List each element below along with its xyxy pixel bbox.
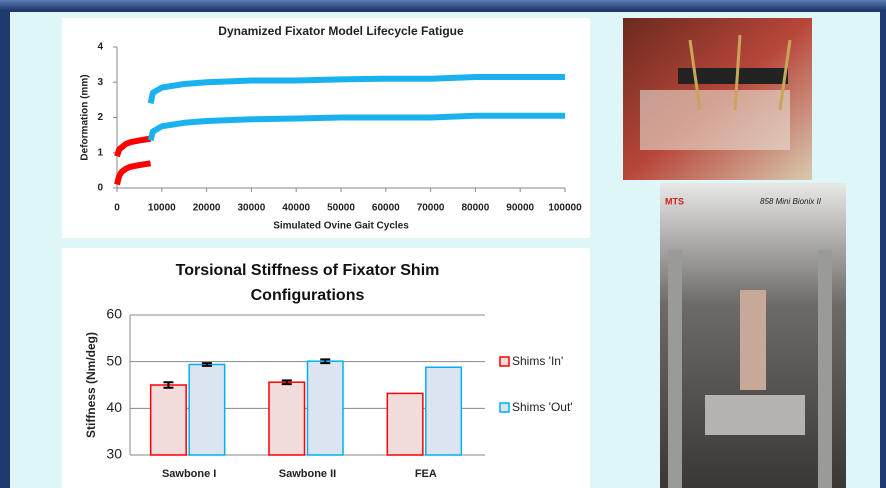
x-tick-label: 100000 bbox=[548, 203, 582, 214]
y-tick-label: 50 bbox=[106, 352, 122, 368]
y-tick-label: 30 bbox=[106, 446, 122, 462]
x-tick-label: 40000 bbox=[282, 203, 310, 214]
y-tick-label: 4 bbox=[97, 42, 103, 53]
y-tick-label: 60 bbox=[106, 306, 122, 322]
bar bbox=[268, 381, 306, 456]
x-tick-label: 60000 bbox=[372, 203, 400, 214]
error-bar bbox=[201, 362, 212, 367]
error-bar bbox=[320, 358, 331, 365]
x-axis-label: Simulated Ovine Gait Cycles bbox=[273, 221, 409, 232]
photo-detail bbox=[740, 290, 766, 390]
y-tick-label: 0 bbox=[97, 183, 103, 194]
y-tick-label: 40 bbox=[106, 399, 122, 415]
y-tick-label: 2 bbox=[97, 112, 103, 123]
photo-detail bbox=[705, 395, 805, 435]
y-tick-label: 3 bbox=[97, 77, 103, 88]
x-tick-label: 20000 bbox=[193, 203, 221, 214]
photo-fixator bbox=[623, 18, 812, 180]
chart-title: Torsional Stiffness of Fixator Shim Conf… bbox=[175, 262, 440, 304]
chart-title: Dynamized Fixator Model Lifecycle Fatigu… bbox=[218, 24, 464, 38]
bar bbox=[425, 366, 463, 456]
photo-detail bbox=[818, 250, 832, 488]
y-axis-label: Stiffness (Nm/deg) bbox=[84, 332, 98, 438]
legend-label: Shims 'Out' bbox=[512, 400, 573, 414]
photo-label: MTS bbox=[665, 196, 684, 206]
photo-detail bbox=[668, 250, 682, 488]
bar bbox=[306, 360, 344, 456]
photo-detail bbox=[678, 68, 788, 84]
data-line bbox=[114, 135, 152, 158]
photo-detail bbox=[640, 90, 790, 150]
x-tick-label: FEA bbox=[415, 468, 437, 480]
top-bar bbox=[0, 0, 886, 10]
x-tick-label: 50000 bbox=[327, 203, 355, 214]
photo-detail bbox=[778, 39, 792, 111]
x-tick-label: 10000 bbox=[148, 203, 176, 214]
x-tick-label: 80000 bbox=[461, 203, 489, 214]
bar bbox=[188, 363, 226, 456]
photo-test-machine: MTS 858 Mini Bionix II bbox=[660, 183, 846, 488]
bar bbox=[386, 392, 424, 456]
x-tick-label: 0 bbox=[114, 203, 120, 214]
y-axis-label: Deformation (mm) bbox=[80, 74, 91, 160]
photo-detail bbox=[733, 34, 742, 111]
chart-box bbox=[62, 18, 590, 238]
x-tick-label: 30000 bbox=[237, 203, 265, 214]
error-bar bbox=[163, 381, 174, 389]
photo-label: 858 Mini Bionix II bbox=[760, 197, 822, 206]
x-tick-label: 70000 bbox=[417, 203, 445, 214]
data-line bbox=[114, 160, 152, 186]
error-bar bbox=[281, 379, 292, 386]
x-tick-label: Sawbone I bbox=[162, 468, 216, 480]
legend-swatch bbox=[499, 402, 510, 413]
data-line bbox=[147, 73, 565, 105]
photo-detail bbox=[688, 39, 702, 111]
x-tick-label: Sawbone II bbox=[279, 468, 336, 480]
x-tick-label: 90000 bbox=[506, 203, 534, 214]
legend-swatch bbox=[499, 356, 510, 367]
data-line bbox=[147, 112, 565, 142]
y-tick-label: 1 bbox=[97, 147, 103, 158]
legend-label: Shims 'In' bbox=[512, 354, 563, 368]
bar bbox=[149, 384, 187, 456]
